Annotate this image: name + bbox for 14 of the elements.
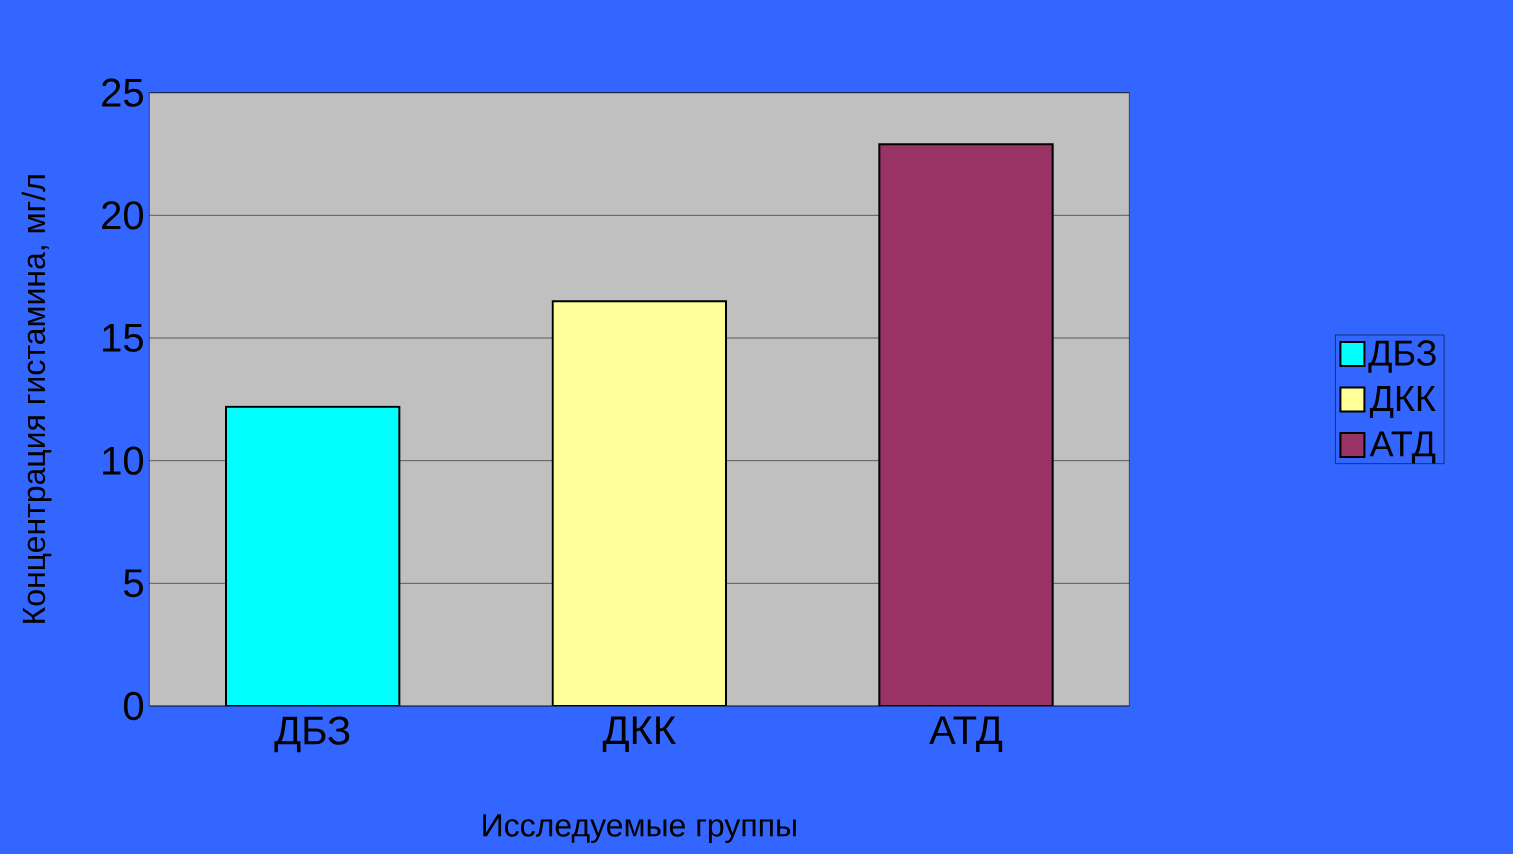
x-tick-label: ДКК [602,716,676,752]
x-tick-label: АТД [929,716,1003,752]
legend-label: ДБЗ [1368,340,1436,373]
y-tick-label: 5 [123,569,143,598]
x-tick-label: ДБЗ [274,716,350,753]
y-tick-label: 10 [103,446,144,475]
y-tick-label: 0 [123,691,144,721]
legend-label: АТД [1369,431,1436,464]
y-tick-label: 20 [102,201,144,230]
legend-label: ДКК [1369,386,1436,419]
y-axis-title: Концентрация гистамина, мг/л [21,175,52,623]
y-tick-label: 25 [102,78,143,107]
x-axis-title: Исследуемые группы [483,814,796,843]
y-tick-label: 15 [103,324,143,352]
